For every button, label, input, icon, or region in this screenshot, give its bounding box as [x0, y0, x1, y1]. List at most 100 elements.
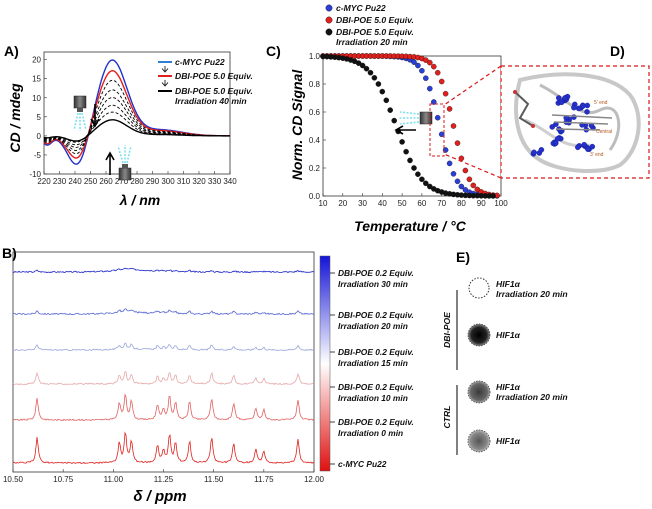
panel-b-trace-labels: DBI-POE 0.2 Equiv.Irradiation 30 minDBI-… — [330, 268, 414, 469]
a-xtick-label: 340 — [223, 177, 237, 186]
panel-c-label: C) — [266, 43, 281, 59]
b-xtick-label: 12.00 — [304, 475, 325, 484]
b-trace-sublabel: Irradiation 15 min — [338, 358, 408, 368]
g-quadruplex-structure — [513, 72, 641, 174]
b-trace-label: c-MYC Pu22 — [338, 459, 387, 469]
e-spot-1 — [468, 277, 490, 299]
d-atom-sphere — [538, 147, 545, 153]
d-atom-sphere — [579, 103, 586, 109]
c-xtick-label: 50 — [398, 199, 407, 208]
c-ytick-label: 0.2 — [309, 164, 321, 173]
c-data-point — [391, 117, 397, 124]
c-xtick-label: 20 — [338, 199, 347, 208]
c-data-point — [411, 165, 417, 171]
b-nmr-trace — [12, 431, 315, 464]
a-xtick-label: 320 — [192, 177, 206, 186]
zoom-connector — [443, 65, 502, 179]
c-data-point — [466, 176, 473, 183]
e-spot-4 — [467, 429, 491, 453]
c-data-point — [454, 178, 461, 185]
b-trace-label: DBI-POE 0.2 Equiv. — [338, 382, 414, 392]
c-xtick-label: 10 — [319, 199, 328, 208]
panel-c-ticks: 10 20 30 40 50 60 70 80 90 100 0.0 0.2 0.4 0.6 0.8 1.0 — [309, 52, 508, 208]
d-atom-sphere — [571, 104, 577, 111]
panel-a-xlabel: λ / nm — [119, 192, 160, 208]
colorbar — [319, 255, 331, 472]
e-spot-2-label: HIF1α — [496, 330, 521, 340]
d-label-3-end: 3' end — [590, 152, 604, 158]
a-xtick-label: 280 — [130, 177, 144, 186]
legend-c-marker-1 — [325, 4, 333, 12]
a-ytick-label: 0 — [37, 132, 42, 141]
legend-a-arrow-1-icon — [161, 66, 169, 73]
e-spot-3 — [467, 380, 491, 404]
c-data-point — [450, 171, 457, 177]
panel-c-ylabel: Norm. CD Signal — [289, 69, 305, 181]
c-ytick-label: 0.8 — [309, 80, 321, 89]
c-xtick-label: 60 — [417, 199, 426, 208]
c-data-point — [427, 59, 433, 66]
e-spot-1-label: HIF1α — [496, 279, 521, 289]
legend-c-label-2: DBI-POE 5.0 Equiv. — [336, 15, 414, 25]
a-xtick-label: 230 — [53, 177, 67, 186]
panel-c: C) 10 20 30 40 50 60 70 80 90 1000.00.20.40.60.81… — [266, 3, 508, 234]
b-trace-sublabel: Irradiation 10 min — [338, 393, 408, 403]
c-data-point — [379, 88, 386, 95]
c-data-point — [367, 69, 374, 76]
e-group-ctrl: CTRL — [442, 406, 452, 429]
d-atom-sphere — [575, 144, 581, 151]
panel-c-points — [320, 53, 500, 199]
c-data-point — [423, 75, 429, 81]
d-atom-sphere — [549, 124, 555, 130]
panel-c-xlabel: Temperature / °C — [354, 218, 467, 234]
panel-a-ticks: 220 230 240 250 260 270 280 290 300 310 320 330 340 -… — [29, 56, 237, 186]
legend-a-label-2: DBI-POE 5.0 Equiv. — [175, 71, 253, 81]
lamp-left-icon — [394, 111, 433, 135]
b-nmr-trace — [12, 308, 315, 316]
a-xtick-label: 220 — [37, 177, 51, 186]
panel-a: A) 220 230 240 250 260 270 280 290 300 310 320 330 3… — [4, 43, 253, 208]
c-ytick-label: 0.6 — [309, 108, 321, 117]
b-xtick-label: 11.25 — [154, 475, 174, 484]
a-xtick-label: 240 — [68, 177, 82, 186]
a-ytick-label: 10 — [32, 94, 41, 103]
panel-a-ylabel: CD / mdeg — [7, 83, 23, 153]
panel-c-legend: c-MYC Pu22 DBI-POE 5.0 Equiv. DBI-POE 5.… — [325, 3, 414, 47]
e-spot-3-sublabel: Irradiation 20 min — [496, 392, 568, 402]
panel-a-label: A) — [4, 43, 19, 59]
b-trace-label: DBI-POE 0.2 Equiv. — [338, 417, 414, 427]
legend-c-label-3: DBI-POE 5.0 Equiv. — [336, 27, 414, 37]
panel-d: D) 5' end Central 3' end — [429, 43, 650, 179]
c-data-point — [387, 107, 393, 113]
a-xtick-label: 310 — [177, 177, 191, 186]
c-data-point — [450, 123, 457, 129]
c-data-point — [419, 67, 425, 74]
legend-c-marker-3 — [325, 28, 333, 36]
d-atom-sphere — [558, 99, 565, 106]
lamp-up-icon — [105, 145, 132, 181]
a-ytick-label: -5 — [34, 151, 42, 160]
b-nmr-trace — [12, 371, 315, 386]
a-xtick-label: 260 — [99, 177, 113, 186]
d-atom-sphere — [531, 149, 537, 156]
c-data-point — [363, 65, 370, 72]
d-atom-sphere — [562, 95, 568, 101]
a-xtick-label: 300 — [161, 177, 175, 186]
c-data-point — [415, 171, 421, 177]
d-label-5-end: 5' end — [594, 100, 608, 106]
b-nmr-trace — [12, 342, 315, 352]
panel-b-label: B) — [2, 245, 17, 261]
a-series-curve — [43, 119, 230, 142]
b-xtick-label: 11.75 — [254, 475, 274, 484]
panel-a-legend: c-MYC Pu22 DBI-POE 5.0 Equiv. DBI-POE 5.… — [158, 57, 253, 106]
b-trace-label: DBI-POE 0.2 Equiv. — [338, 310, 414, 320]
b-trace-sublabel: Irradiation 0 min — [338, 428, 403, 438]
b-nmr-trace — [13, 393, 315, 422]
c-ytick-label: 0.4 — [309, 136, 321, 145]
e-spot-1-sublabel: Irradiation 20 min — [496, 289, 568, 299]
c-data-point — [359, 62, 366, 69]
b-xtick-label: 11.50 — [204, 475, 224, 484]
c-data-point — [434, 114, 441, 121]
b-xtick-label: 11.00 — [104, 475, 124, 484]
d-atom-sphere — [553, 140, 559, 146]
